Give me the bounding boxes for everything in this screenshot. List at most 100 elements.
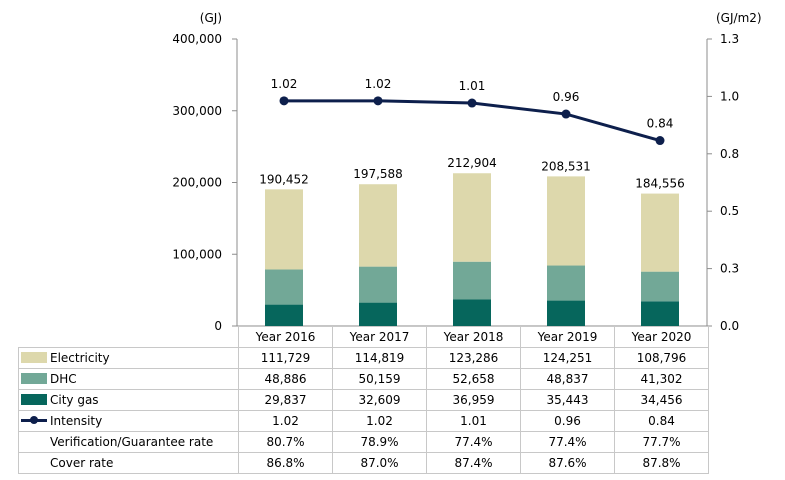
bar-total-label: 184,556 — [635, 177, 685, 191]
bar-city-gas — [453, 299, 491, 326]
table-cell: 87.8% — [614, 452, 709, 474]
bar-city-gas — [641, 301, 679, 326]
right-tick-label: 1.3 — [720, 32, 739, 46]
table-cell: 48,837 — [520, 368, 615, 390]
table-cell: 50,159 — [332, 368, 427, 390]
intensity-line-series — [279, 96, 665, 146]
table-cell: 77.4% — [520, 431, 615, 453]
bar-city-gas — [359, 302, 397, 326]
legend-key-city-gas — [21, 394, 47, 405]
intensity-point — [561, 109, 571, 119]
category-label: Year 2016 — [238, 326, 333, 348]
table-cell: 48,886 — [238, 368, 333, 390]
bar-total-label: 197,588 — [353, 167, 403, 181]
right-tick-label: 0.8 — [720, 147, 739, 161]
table-cell: 77.7% — [614, 431, 709, 453]
table-cell: 87.0% — [332, 452, 427, 474]
intensity-point — [467, 98, 477, 108]
table-corner-cell — [18, 326, 239, 348]
bar-dhc — [547, 265, 585, 301]
table-row-label: Intensity — [18, 410, 239, 432]
right-tick-label: 0.3 — [720, 262, 739, 276]
left-tick-label: 0 — [214, 319, 222, 333]
table-row-label: DHC — [18, 368, 239, 390]
left-tick-label: 400,000 — [172, 32, 222, 46]
table-row-label-text: Cover rate — [50, 456, 114, 470]
bar-electricity — [641, 193, 679, 272]
table-cell: 123,286 — [426, 347, 521, 369]
bar-total-label: 190,452 — [259, 172, 309, 186]
table-row-label-text: DHC — [50, 372, 77, 386]
table-cell: 77.4% — [426, 431, 521, 453]
intensity-point — [655, 136, 665, 146]
intensity-label: 1.02 — [271, 77, 298, 91]
intensity-label: 1.01 — [459, 79, 486, 93]
table-cell: 29,837 — [238, 389, 333, 411]
table-row: Verification/Guarantee rate 80.7% 78.9% 77.… — [18, 431, 709, 453]
table-row: Electricity 111,729 114,819 123,286 124,251 1… — [18, 347, 709, 369]
table-cell: 35,443 — [520, 389, 615, 411]
legend-key-intensity — [21, 415, 47, 426]
table-cell: 41,302 — [614, 368, 709, 390]
intensity-label: 0.96 — [553, 90, 580, 104]
left-axis-unit: (GJ) — [200, 11, 222, 25]
right-tick-label: 0.5 — [720, 204, 739, 218]
category-label: Year 2018 — [426, 326, 521, 348]
category-label: Year 2019 — [520, 326, 615, 348]
intensity-point — [373, 96, 383, 106]
table-cell: 1.02 — [332, 410, 427, 432]
legend-key-electricity — [21, 352, 47, 363]
table-cell: 78.9% — [332, 431, 427, 453]
table-cell: 36,959 — [426, 389, 521, 411]
table-cell: 34,456 — [614, 389, 709, 411]
table-cell: 52,658 — [426, 368, 521, 390]
table-row-label: Electricity — [18, 347, 239, 369]
right-tick-label: 1.0 — [720, 89, 739, 103]
bar-total-label: 212,904 — [447, 156, 497, 170]
table-row-label-text: Intensity — [50, 414, 103, 428]
table-cell: 114,819 — [332, 347, 427, 369]
table-header-row: Year 2016 Year 2017 Year 2018 Year 2019 Year… — [18, 326, 709, 348]
left-tick-label: 300,000 — [172, 104, 222, 118]
table-row: DHC 48,886 50,159 52,658 48,837 41,302 — [18, 368, 709, 390]
chart-axes: 0 100,000 200,000 300,000 400,000 0.0 0.3 0.5 0.… — [172, 11, 761, 333]
table-cell: 87.4% — [426, 452, 521, 474]
table-cell: 80.7% — [238, 431, 333, 453]
chart-bars — [265, 173, 679, 326]
table-cell: 32,609 — [332, 389, 427, 411]
table-cell: 1.01 — [426, 410, 521, 432]
table-row-label: Verification/Guarantee rate — [18, 431, 239, 453]
right-axis-unit: (GJ/m2) — [716, 11, 762, 25]
bar-electricity — [547, 176, 585, 266]
table-row: City gas 29,837 32,609 36,959 35,443 34,456 — [18, 389, 709, 411]
left-tick-label: 200,000 — [172, 176, 222, 190]
category-label: Year 2017 — [332, 326, 427, 348]
table-cell: 124,251 — [520, 347, 615, 369]
bar-dhc — [265, 269, 303, 305]
table-row-label: Cover rate — [18, 452, 239, 474]
table-row-label-text: Electricity — [50, 351, 110, 365]
table-row-label-text: City gas — [50, 393, 99, 407]
bar-electricity — [453, 173, 491, 262]
table-cell: 87.6% — [520, 452, 615, 474]
bar-dhc — [641, 271, 679, 302]
table-cell: 0.84 — [614, 410, 709, 432]
table-row: Intensity 1.02 1.02 1.01 0.96 0.84 — [18, 410, 709, 432]
right-tick-label: 0.0 — [720, 319, 739, 333]
table-cell: 108,796 — [614, 347, 709, 369]
legend-key-dhc — [21, 373, 47, 384]
table-row-label-text: Verification/Guarantee rate — [50, 435, 214, 449]
table-row: Cover rate 86.8% 87.0% 87.4% 87.6% 87.8% — [18, 452, 709, 474]
table-cell: 111,729 — [238, 347, 333, 369]
table-cell: 0.96 — [520, 410, 615, 432]
category-label: Year 2020 — [614, 326, 709, 348]
table-cell: 1.02 — [238, 410, 333, 432]
table-row-label: City gas — [18, 389, 239, 411]
intensity-label: 1.02 — [365, 77, 392, 91]
left-tick-label: 100,000 — [172, 247, 222, 261]
bar-electricity — [265, 189, 303, 270]
bar-electricity — [359, 184, 397, 267]
intensity-point — [279, 96, 289, 106]
data-table: Year 2016 Year 2017 Year 2018 Year 2019 Year… — [18, 326, 709, 474]
